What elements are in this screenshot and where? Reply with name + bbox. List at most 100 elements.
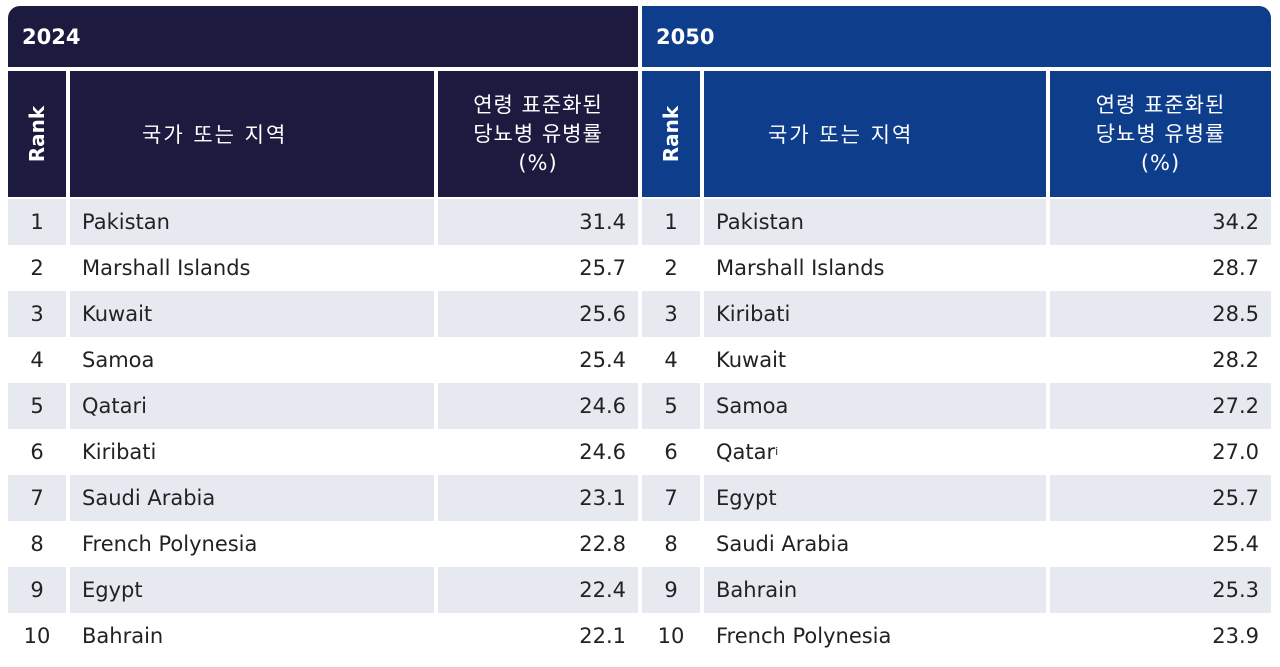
country-name: Samoa: [82, 348, 155, 372]
rank-cell: 8: [664, 532, 678, 556]
rank-cell: 6: [30, 440, 44, 464]
table-row: 10 French Polynesia 23.9: [642, 613, 1271, 659]
country-name: Egypt: [716, 486, 777, 510]
table-row: 8 French Polynesia 22.8: [8, 521, 638, 567]
prevalence-cell: 22.1: [579, 624, 626, 648]
country-name: Marshall Islands: [716, 256, 885, 280]
country-name: Qatar: [716, 440, 776, 464]
column-headers: Rank 국가 또는 지역 연령 표준화된 당뇨병 유병률 (%): [642, 71, 1271, 197]
prevalence-cell: 23.9: [1212, 624, 1259, 648]
rank-cell: 7: [642, 475, 700, 521]
rank-cell: 2: [664, 256, 678, 280]
country-cell: Marshall Islands: [70, 245, 434, 291]
table-2050: 2050 Rank 국가 또는 지역 연령 표준화된 당뇨병 유병률 (%) 1…: [642, 6, 1271, 659]
country-cell: Egypt: [70, 567, 434, 613]
prevalence-cell: 22.4: [438, 567, 638, 613]
country-cell: Kiribati: [70, 429, 434, 475]
rank-cell: 4: [30, 348, 44, 372]
column-headers: Rank 국가 또는 지역 연령 표준화된 당뇨병 유병률 (%): [8, 71, 638, 197]
table-row: 4 Samoa 25.4: [8, 337, 638, 383]
table-row: 5 Qatari 24.6: [8, 383, 638, 429]
table-row: 7 Saudi Arabia 23.1: [8, 475, 638, 521]
table-row: 1 Pakistan 31.4: [8, 199, 638, 245]
rank-cell: 2: [30, 256, 44, 280]
rank-cell: 5: [8, 383, 66, 429]
table-row: 2 Marshall Islands 25.7: [8, 245, 638, 291]
country-name: Saudi Arabia: [716, 532, 850, 556]
country-cell: Kuwait: [704, 337, 1046, 383]
country-name: Marshall Islands: [82, 256, 251, 280]
rank-cell: 10: [657, 624, 685, 648]
country-name: Bahrain: [716, 578, 798, 602]
country-name: French Polynesia: [716, 624, 892, 648]
year-header: 2050: [642, 6, 1271, 67]
rank-cell: 7: [8, 475, 66, 521]
rank-cell: 10: [23, 624, 51, 648]
table-row: 7 Egypt 25.7: [642, 475, 1271, 521]
prevalence-cell: 25.3: [1050, 567, 1271, 613]
prevalence-cell: 27.2: [1050, 383, 1271, 429]
prevalence-cell: 28.5: [1050, 291, 1271, 337]
country-name: Qatari: [82, 394, 147, 418]
table-row: 6 Kiribati 24.6: [8, 429, 638, 475]
prevalence-header: 연령 표준화된 당뇨병 유병률 (%): [438, 71, 638, 197]
table-body: 1 Pakistan 34.2 2 Marshall Islands 28.7 3 Kirib…: [642, 199, 1271, 659]
table-body: 1 Pakistan 31.4 2 Marshall Islands 25.7 3 Kuwai…: [8, 199, 638, 659]
table-row: 9 Bahrain 25.3: [642, 567, 1271, 613]
prevalence-cell: 28.7: [1212, 256, 1259, 280]
country-name: Egypt: [82, 578, 143, 602]
prevalence-cell: 25.7: [579, 256, 626, 280]
rank-header: Rank: [8, 71, 66, 197]
prevalence-cell: 25.7: [1050, 475, 1271, 521]
country-name: Kuwait: [716, 348, 787, 372]
prevalence-cell: 24.6: [438, 383, 638, 429]
country-name: Kiribati: [716, 302, 791, 326]
table-row: 9 Egypt 22.4: [8, 567, 638, 613]
country-name: Kuwait: [82, 302, 153, 326]
table-row: 2 Marshall Islands 28.7: [642, 245, 1271, 291]
country-name: Bahrain: [82, 624, 164, 648]
country-name: French Polynesia: [82, 532, 258, 556]
prevalence-header-line: (%): [518, 150, 558, 175]
country-cell: Bahrain: [704, 567, 1046, 613]
rank-header-label: Rank: [659, 105, 683, 163]
country-name: Samoa: [716, 394, 789, 418]
prevalence-cell: 34.2: [1050, 199, 1271, 245]
country-cell: French Polynesia: [70, 521, 434, 567]
table-row: 1 Pakistan 34.2: [642, 199, 1271, 245]
country-cell: Qatari: [70, 383, 434, 429]
country-header: 국가 또는 지역: [70, 71, 434, 197]
country-cell: Samoa: [70, 337, 434, 383]
country-cell: Pakistan: [70, 199, 434, 245]
rank-cell: 5: [642, 383, 700, 429]
rank-cell: 1: [642, 199, 700, 245]
country-cell: Samoa: [704, 383, 1046, 429]
country-cell: Bahrain: [70, 613, 434, 659]
table-row: 3 Kiribati 28.5: [642, 291, 1271, 337]
year-header: 2024: [8, 6, 638, 67]
country-cell: French Polynesia: [704, 613, 1046, 659]
prevalence-header-line: 당뇨병 유병률: [1095, 121, 1226, 146]
country-cell: Marshall Islands: [704, 245, 1046, 291]
country-name: Pakistan: [82, 210, 170, 234]
country-name: Saudi Arabia: [82, 486, 216, 510]
prevalence-cell: 24.6: [579, 440, 626, 464]
rank-cell: 9: [8, 567, 66, 613]
table-row: 4 Kuwait 28.2: [642, 337, 1271, 383]
country-name: Pakistan: [716, 210, 804, 234]
rank-cell: 3: [642, 291, 700, 337]
country-cell: Kuwait: [70, 291, 434, 337]
country-cell: Saudi Arabia: [704, 521, 1046, 567]
prevalence-header: 연령 표준화된 당뇨병 유병률 (%): [1050, 71, 1271, 197]
prevalence-cell: 23.1: [438, 475, 638, 521]
prevalence-cell: 25.4: [579, 348, 626, 372]
table-row: 3 Kuwait 25.6: [8, 291, 638, 337]
prevalence-header-line: 당뇨병 유병률: [473, 121, 603, 146]
prevalence-header-line: (%): [1140, 150, 1181, 175]
rank-header: Rank: [642, 71, 700, 197]
country-cell: Pakistan: [704, 199, 1046, 245]
prevalence-cell: 31.4: [438, 199, 638, 245]
rank-cell: 8: [30, 532, 44, 556]
prevalence-cell: 22.8: [579, 532, 626, 556]
